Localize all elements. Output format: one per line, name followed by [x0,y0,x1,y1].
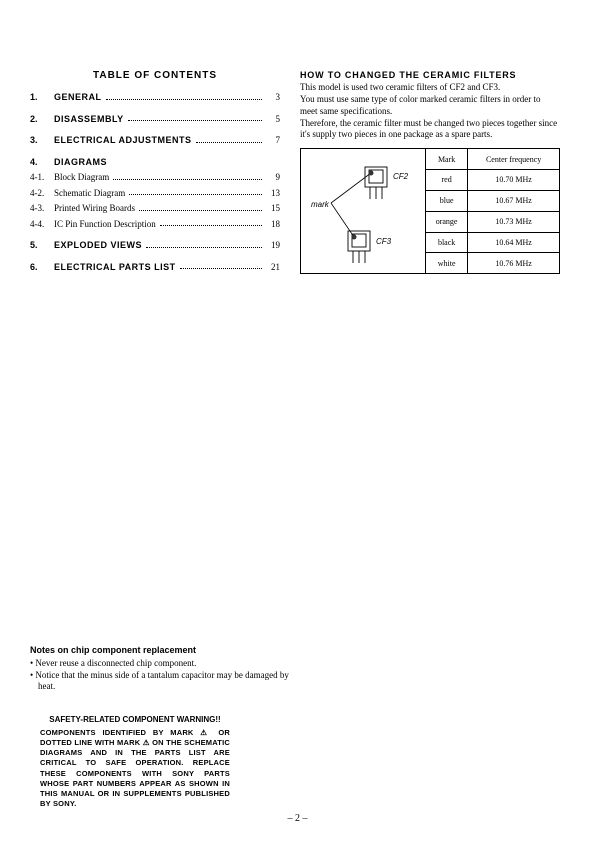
table-row: black10.64 MHz [426,232,559,253]
table-cell: blue [426,190,468,211]
cf2-label: CF2 [393,172,409,181]
ceramic-filter-info: HOW TO CHANGED THE CERAMIC FILTERS This … [300,70,560,282]
note-item: Never reuse a disconnected chip componen… [30,658,300,670]
filter-paragraph: You must use same type of color marked c… [300,94,560,117]
table-cell: black [426,232,468,253]
cf2-icon [365,167,387,199]
toc-sub-number: 4-1. [30,171,54,185]
toc-sub-number: 4-2. [30,187,54,201]
toc-sub-number: 4-4. [30,218,54,232]
notes-list: Never reuse a disconnected chip componen… [30,658,300,693]
table-cell: 10.64 MHz [468,232,559,253]
toc-number: 4. [30,156,54,170]
table-cell: white [426,253,468,273]
toc-title: TABLE OF CONTENTS [30,70,280,81]
toc-leader [139,210,262,211]
table-cell: 10.70 MHz [468,170,559,191]
page-number: – 2 – [0,813,595,824]
ceramic-filter-svg: mark CF2 CF3 [301,149,426,273]
table-row: red10.70 MHz [426,170,559,191]
table-cell: 10.73 MHz [468,211,559,232]
toc-label: ELECTRICAL PARTS LIST [54,261,176,275]
toc-page: 7 [266,134,280,148]
table-cell: red [426,170,468,191]
notes-title: Notes on chip component replacement [30,645,300,655]
table-header-row: Mark Center frequency [426,149,559,169]
table-of-contents: TABLE OF CONTENTS 1. GENERAL 3 2. DISASS… [30,70,280,282]
toc-leader [106,99,262,100]
toc-sub-number: 4-3. [30,202,54,216]
note-item: Notice that the minus side of a tantalum… [30,670,300,693]
filter-figure-and-table: mark CF2 CF3 Mark Center frequency red10… [300,148,560,274]
filter-heading: HOW TO CHANGED THE CERAMIC FILTERS [300,70,560,80]
toc-label: GENERAL [54,91,102,105]
table-row: blue10.67 MHz [426,190,559,211]
mark-label: mark [311,200,330,209]
toc-leader [113,179,262,180]
toc-label: ELECTRICAL ADJUSTMENTS [54,134,192,148]
cf3-icon [348,231,370,263]
toc-page: 13 [266,187,280,201]
safety-title: SAFETY-RELATED COMPONENT WARNING!! [40,715,230,724]
toc-subitem: 4-2. Schematic Diagram 13 [30,187,280,201]
table-cell: 10.76 MHz [468,253,559,273]
toc-page: 3 [266,91,280,105]
cf3-label: CF3 [376,237,392,246]
table-header: Center frequency [468,149,559,169]
toc-page: 9 [266,171,280,185]
toc-subitem: 4-3. Printed Wiring Boards 15 [30,202,280,216]
toc-leader [146,247,262,248]
toc-subitem: 4-4. IC Pin Function Description 18 [30,218,280,232]
filter-paragraph: This model is used two ceramic filters o… [300,82,560,93]
toc-leader [160,225,262,226]
toc-page: 15 [266,202,280,216]
toc-item: 5. EXPLODED VIEWS 19 [30,239,280,253]
toc-label: DIAGRAMS [54,156,107,170]
toc-item: 4. DIAGRAMS [30,156,280,170]
toc-page: 21 [266,261,280,275]
toc-page: 19 [266,239,280,253]
safety-warning: SAFETY-RELATED COMPONENT WARNING!! COMPO… [40,715,230,809]
filter-paragraph: Therefore, the ceramic filter must be ch… [300,118,560,141]
toc-sub-label: IC Pin Function Description [54,218,156,232]
toc-item: 6. ELECTRICAL PARTS LIST 21 [30,261,280,275]
table-row: orange10.73 MHz [426,211,559,232]
toc-leader [128,120,262,121]
toc-label: DISASSEMBLY [54,113,124,127]
frequency-table: Mark Center frequency red10.70 MHz blue1… [426,149,559,273]
toc-number: 2. [30,113,54,127]
toc-leader [129,194,262,195]
table-cell: 10.67 MHz [468,190,559,211]
toc-item: 2. DISASSEMBLY 5 [30,113,280,127]
toc-label: EXPLODED VIEWS [54,239,142,253]
table-header: Mark [426,149,468,169]
toc-page: 18 [266,218,280,232]
toc-subitem: 4-1. Block Diagram 9 [30,171,280,185]
toc-sub-label: Printed Wiring Boards [54,202,135,216]
toc-number: 5. [30,239,54,253]
toc-page: 5 [266,113,280,127]
table-cell: orange [426,211,468,232]
toc-item: 1. GENERAL 3 [30,91,280,105]
toc-number: 1. [30,91,54,105]
toc-item: 3. ELECTRICAL ADJUSTMENTS 7 [30,134,280,148]
filter-diagram: mark CF2 CF3 [301,149,426,273]
chip-replacement-notes: Notes on chip component replacement Neve… [30,645,300,693]
toc-number: 6. [30,261,54,275]
toc-leader [180,268,262,269]
table-row: white10.76 MHz [426,253,559,273]
toc-number: 3. [30,134,54,148]
toc-leader [196,142,262,143]
toc-sub-label: Block Diagram [54,171,109,185]
safety-body: COMPONENTS IDENTIFIED BY MARK ⚠ OR DOTTE… [40,728,230,809]
toc-sub-label: Schematic Diagram [54,187,125,201]
